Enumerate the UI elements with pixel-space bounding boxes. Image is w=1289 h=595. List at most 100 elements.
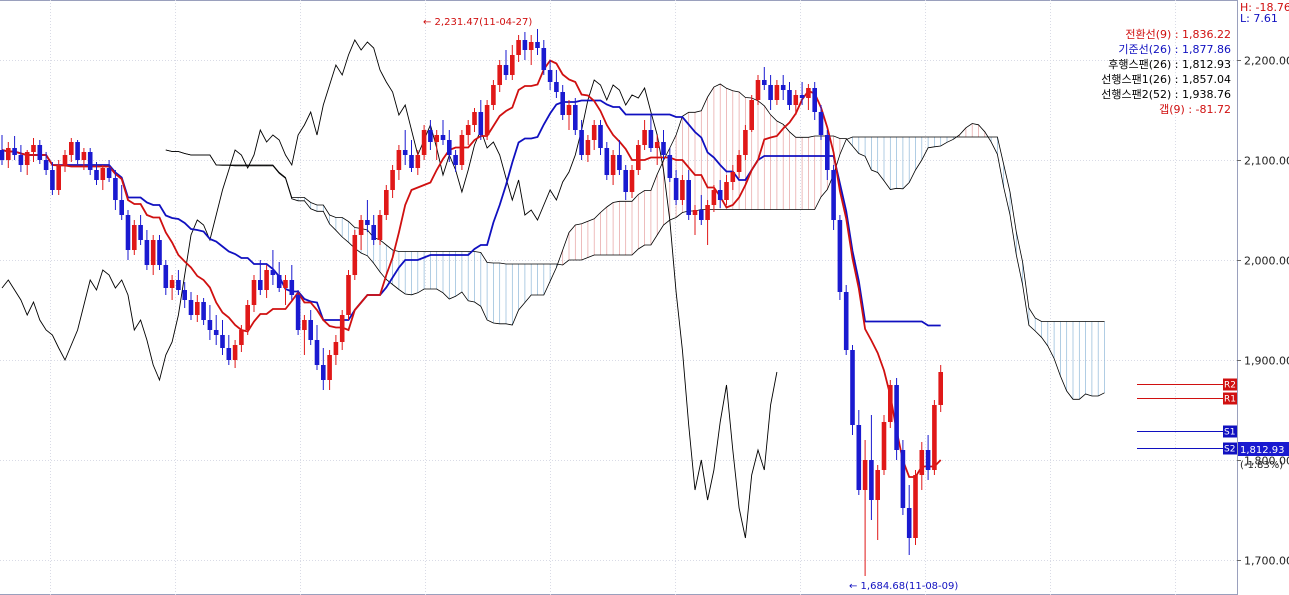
candle-body xyxy=(258,280,263,290)
candle-body xyxy=(484,105,490,135)
candle-body xyxy=(724,182,729,200)
candle-body xyxy=(100,168,106,180)
candle-body xyxy=(648,130,654,148)
candle-body xyxy=(654,142,660,148)
candle-body xyxy=(894,385,899,450)
candle-body xyxy=(232,345,238,360)
candle-body xyxy=(94,170,99,180)
candle-body xyxy=(12,148,17,155)
candle-body xyxy=(447,140,452,155)
candle-body xyxy=(906,508,912,538)
candle-body xyxy=(510,55,515,75)
candle-body xyxy=(81,152,87,160)
marker-label: R2 xyxy=(1224,381,1236,391)
y-tick-label: 2,000.00 xyxy=(1244,255,1289,268)
candle-body xyxy=(755,80,761,100)
candle-body xyxy=(358,220,364,235)
marker-label: S2 xyxy=(1224,445,1235,455)
legend-item: 선행스팬2(52) : 1,938.76 xyxy=(1101,88,1231,101)
candle-body xyxy=(598,125,603,148)
y-axis-ticks: 1,700.00 1,800.00 1,900.00 2,000.00 2,100.00… xyxy=(1237,55,1289,568)
candle-body xyxy=(806,88,811,98)
marker-box xyxy=(1223,378,1237,391)
candle-body xyxy=(478,112,484,135)
candle-body xyxy=(762,80,767,85)
candle-body xyxy=(421,130,427,155)
candle-body xyxy=(617,155,622,170)
y-tick-label: 1,800.00 xyxy=(1244,455,1289,468)
candle-body xyxy=(119,200,124,215)
candle-body xyxy=(169,280,175,288)
y-tick-label: 1,700.00 xyxy=(1244,555,1289,568)
legend-item: 갭(9) : -81.72 xyxy=(1159,103,1231,116)
candle-body xyxy=(799,95,805,98)
plot-area[interactable] xyxy=(0,0,1237,595)
candle-body xyxy=(384,190,389,215)
candle-body xyxy=(869,460,874,500)
candle-body xyxy=(24,152,30,165)
high-annotation: ← 2,231.47(11-04-27) xyxy=(423,17,532,28)
candle-body xyxy=(585,140,591,155)
candle-body xyxy=(686,180,691,215)
candle-body xyxy=(503,65,509,75)
candle-body xyxy=(780,85,786,90)
candle-body xyxy=(680,180,685,200)
candle-body xyxy=(264,270,269,290)
candle-body xyxy=(661,142,666,155)
candle-body xyxy=(396,150,402,170)
candle-body xyxy=(402,150,408,155)
legend: 전환선(9) : 1,836.22 기준선(26) : 1,877.86 후행스팬(… xyxy=(1101,28,1231,116)
candle-body xyxy=(699,210,704,220)
candle-body xyxy=(87,152,93,170)
y-tick-label: 2,200.00 xyxy=(1244,55,1289,68)
candle-body xyxy=(610,155,616,175)
candle-body xyxy=(195,302,200,315)
legend-item: 전환선(9) : 1,836.22 xyxy=(1125,28,1231,41)
candle-body xyxy=(339,315,345,342)
candle-body xyxy=(711,190,717,205)
candle-body xyxy=(18,155,24,165)
marker-label: S1 xyxy=(1224,428,1235,438)
legend-item: 선행스팬1(26) : 1,857.04 xyxy=(1101,73,1231,86)
candle-body xyxy=(207,320,213,330)
candle-body xyxy=(283,280,288,288)
candle-body xyxy=(188,300,194,315)
candle-body xyxy=(717,190,723,200)
candle-body xyxy=(825,135,830,170)
candle-body xyxy=(440,135,446,140)
candle-body xyxy=(239,330,244,345)
marker-box xyxy=(1223,442,1237,455)
candle-body xyxy=(566,105,572,115)
support-resistance-lines: R2 R1 S1 S2 xyxy=(1137,378,1237,455)
candle-body xyxy=(6,148,11,160)
candle-body xyxy=(226,348,232,360)
candle-body xyxy=(163,265,169,288)
y-tick-label: 1,900.00 xyxy=(1244,355,1289,368)
header-low: L: 7.61 xyxy=(1240,12,1278,25)
candle-body xyxy=(333,342,339,355)
candle-body xyxy=(220,335,225,348)
candle-body xyxy=(125,215,131,250)
candle-body xyxy=(547,70,553,82)
candle-body xyxy=(213,330,219,335)
candle-body xyxy=(50,170,55,190)
candle-body xyxy=(352,235,358,275)
candle-body xyxy=(579,130,584,155)
leading-span-1-line xyxy=(165,83,1105,400)
candle-body xyxy=(459,135,465,165)
candle-body xyxy=(736,155,742,172)
candle-body xyxy=(900,450,906,508)
candle-body xyxy=(270,270,276,275)
candle-body xyxy=(932,405,937,470)
candle-body xyxy=(295,295,301,330)
leading-span-2-line xyxy=(165,136,1105,322)
candle-body xyxy=(371,225,376,240)
candle-body xyxy=(938,372,943,405)
candle-body xyxy=(888,385,893,422)
y-tick-label: 2,100.00 xyxy=(1244,155,1289,168)
candle-body xyxy=(837,220,843,292)
candle-body xyxy=(554,82,559,92)
candlesticks xyxy=(0,29,943,576)
price-tag-box xyxy=(1238,442,1289,456)
